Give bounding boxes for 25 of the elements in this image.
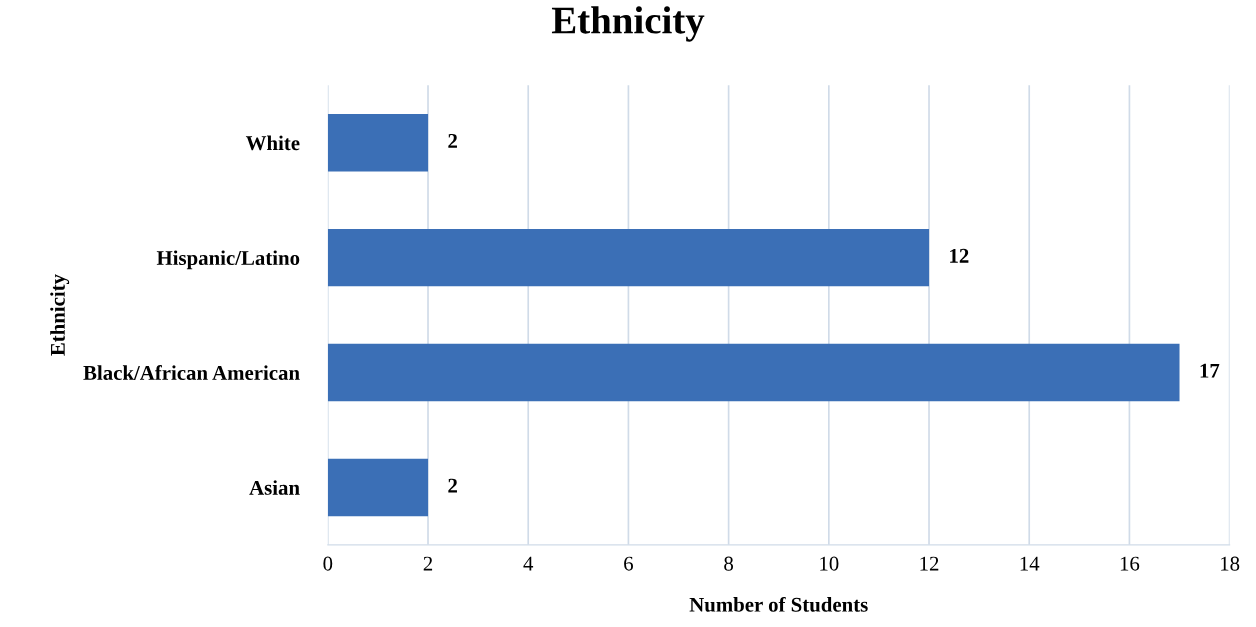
bar	[327, 114, 429, 172]
data-label: 17	[1200, 363, 1220, 378]
bar	[327, 343, 1180, 402]
x-tick-label: 4	[523, 556, 534, 571]
x-axis-title: Number of Students	[689, 596, 868, 612]
bar	[327, 458, 429, 517]
data-label: 2	[448, 133, 457, 148]
x-tick-label: 12	[920, 556, 939, 571]
y-tick-label: Hispanic/Latino	[156, 250, 300, 270]
x-tick-label: 18	[1221, 556, 1240, 571]
y-tick-label: Black/African American	[83, 365, 300, 380]
x-tick-label: 10	[820, 556, 839, 571]
data-label: 12	[950, 248, 969, 263]
y-axis-title: Ethnicity	[50, 274, 70, 356]
chart-title: Ethnicity	[551, 6, 705, 42]
x-tick-label: 6	[624, 556, 634, 571]
x-tick-label: 0	[323, 556, 333, 571]
bar	[327, 228, 930, 287]
x-tick-label: 14	[1020, 556, 1040, 571]
x-tick-label: 8	[724, 556, 734, 571]
y-tick-label: Asian	[249, 480, 300, 495]
y-tick-label: White	[245, 135, 300, 151]
data-label: 2	[448, 478, 457, 493]
x-tick-label: 2	[423, 556, 433, 571]
x-tick-label: 16	[1120, 556, 1140, 571]
